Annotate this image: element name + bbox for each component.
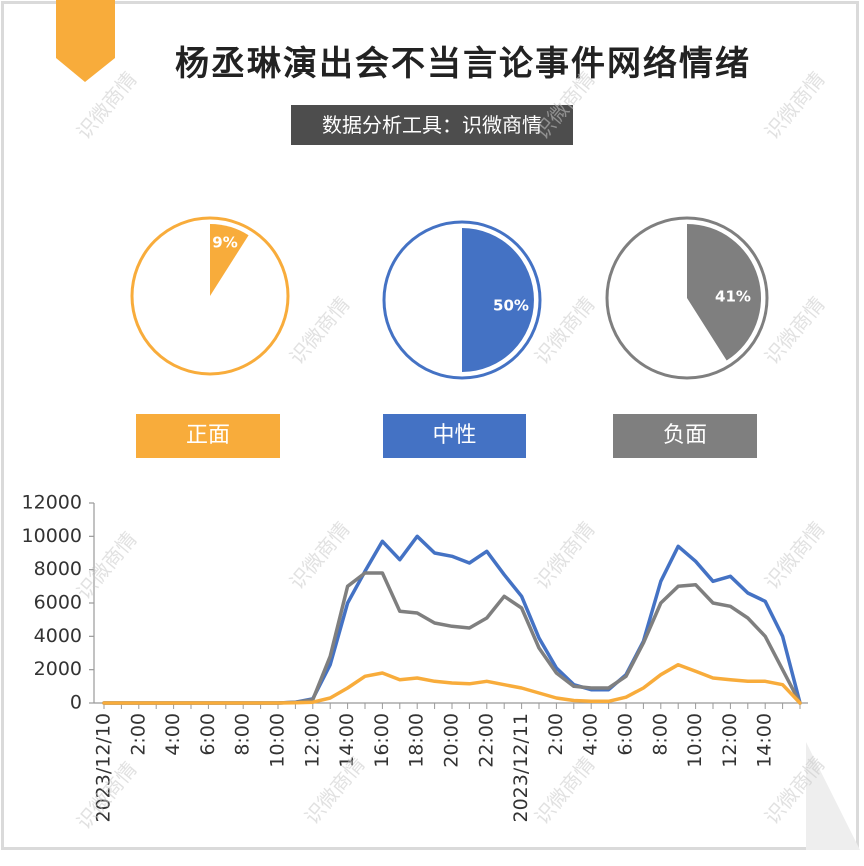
- x-tick-label: 16:00: [371, 713, 393, 768]
- legend-negative: 负面: [613, 414, 757, 458]
- pie-positive-slice: [210, 224, 249, 296]
- pie-neutral-percent: 50%: [493, 297, 529, 315]
- legend-neutral: 中性: [383, 414, 526, 458]
- legend-positive: 正面: [136, 414, 280, 458]
- pie-negative-percent: 41%: [715, 288, 751, 306]
- y-tick-label: 8000: [34, 558, 82, 580]
- x-tick-label: 6:00: [197, 713, 219, 756]
- y-tick-label: 0: [70, 692, 82, 714]
- x-tick-label: 14:00: [336, 713, 358, 768]
- y-tick-label: 12000: [22, 492, 82, 514]
- x-tick-label: 20:00: [441, 713, 463, 768]
- x-tick-label: 8:00: [232, 713, 254, 756]
- x-tick-label: 18:00: [406, 713, 428, 768]
- pie-positive-percent: 9%: [212, 234, 237, 252]
- x-tick-label: 4:00: [162, 713, 184, 756]
- x-tick-label: 2:00: [127, 713, 149, 756]
- pie-neutral-slice: [462, 228, 534, 372]
- x-tick-label: 8:00: [649, 713, 671, 756]
- x-tick-label: 2023/12/11: [510, 713, 532, 823]
- x-tick-label: 6:00: [615, 713, 637, 756]
- x-tick-label: 10:00: [267, 713, 289, 768]
- y-tick-label: 10000: [22, 525, 82, 547]
- x-tick-label: 12:00: [719, 713, 741, 768]
- page-title: 杨丞琳演出会不当言论事件网络情绪: [175, 44, 751, 84]
- x-tick-label: 2023/12/10: [93, 713, 115, 823]
- subtitle-badge: 数据分析工具：识微商情: [291, 105, 573, 145]
- x-tick-label: 14:00: [754, 713, 776, 768]
- y-tick-label: 6000: [34, 592, 82, 614]
- y-tick-label: 4000: [34, 625, 82, 647]
- x-tick-label: 4:00: [580, 713, 602, 756]
- x-tick-label: 10:00: [684, 713, 706, 768]
- x-tick-label: 12:00: [301, 713, 323, 768]
- y-tick-label: 2000: [34, 658, 82, 680]
- pie-negative-slice: [687, 224, 761, 361]
- series-line-positive: [102, 662, 802, 705]
- x-tick-label: 2:00: [545, 713, 567, 756]
- series-line-neutral: [102, 534, 802, 705]
- x-tick-label: 22:00: [475, 713, 497, 768]
